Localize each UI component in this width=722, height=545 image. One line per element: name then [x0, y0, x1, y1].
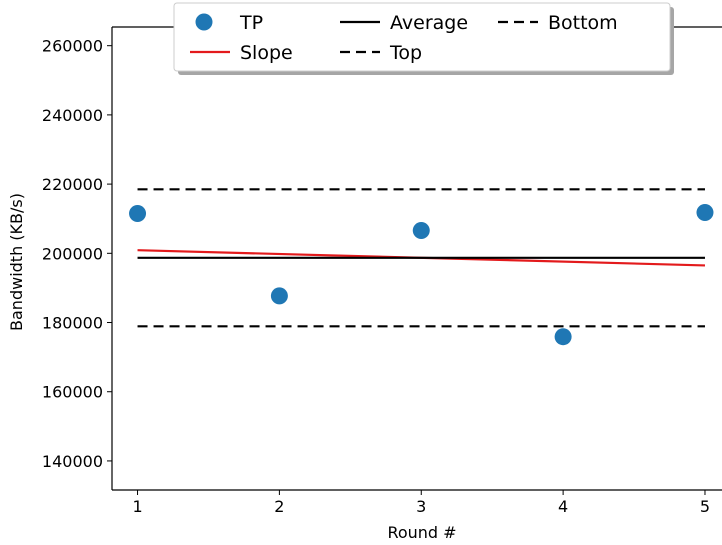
y-tick-label: 140000 — [42, 452, 103, 471]
x-tick-label: 4 — [558, 497, 568, 516]
y-tick-label: 220000 — [42, 175, 103, 194]
y-tick-label: 180000 — [42, 314, 103, 333]
y-tick-label: 200000 — [42, 244, 103, 263]
data-point-tp — [554, 328, 572, 346]
y-axis: 140000 160000 180000 200000 220000 240000 2600… — [42, 27, 113, 490]
x-tick-label: 3 — [416, 497, 426, 516]
x-tick-label: 5 — [700, 497, 710, 516]
x-axis-label: Round # — [387, 523, 456, 542]
legend-label-bottom: Bottom — [548, 12, 618, 34]
legend: TP Slope Average Top Bottom — [173, 2, 674, 75]
legend-marker-tp — [195, 13, 213, 31]
legend-frame — [173, 2, 671, 72]
data-point-tp — [270, 287, 288, 305]
y-tick-label: 160000 — [42, 383, 103, 402]
data-point-tp — [696, 203, 714, 221]
data-point-tp — [129, 205, 147, 223]
x-tick-label: 1 — [132, 497, 142, 516]
legend-label-slope: Slope — [240, 42, 293, 64]
data-point-tp — [412, 221, 430, 239]
legend-label-average: Average — [390, 12, 468, 34]
y-axis-label: Bandwidth (KB/s) — [7, 193, 26, 331]
y-tick-label: 240000 — [42, 106, 103, 125]
plot-area — [112, 26, 722, 346]
y-tick-label: 260000 — [42, 37, 103, 56]
x-tick-label: 2 — [274, 497, 284, 516]
legend-label-tp: TP — [239, 12, 263, 34]
legend-label-top: Top — [389, 42, 422, 64]
x-axis: 1 2 3 4 5 — [112, 489, 722, 516]
